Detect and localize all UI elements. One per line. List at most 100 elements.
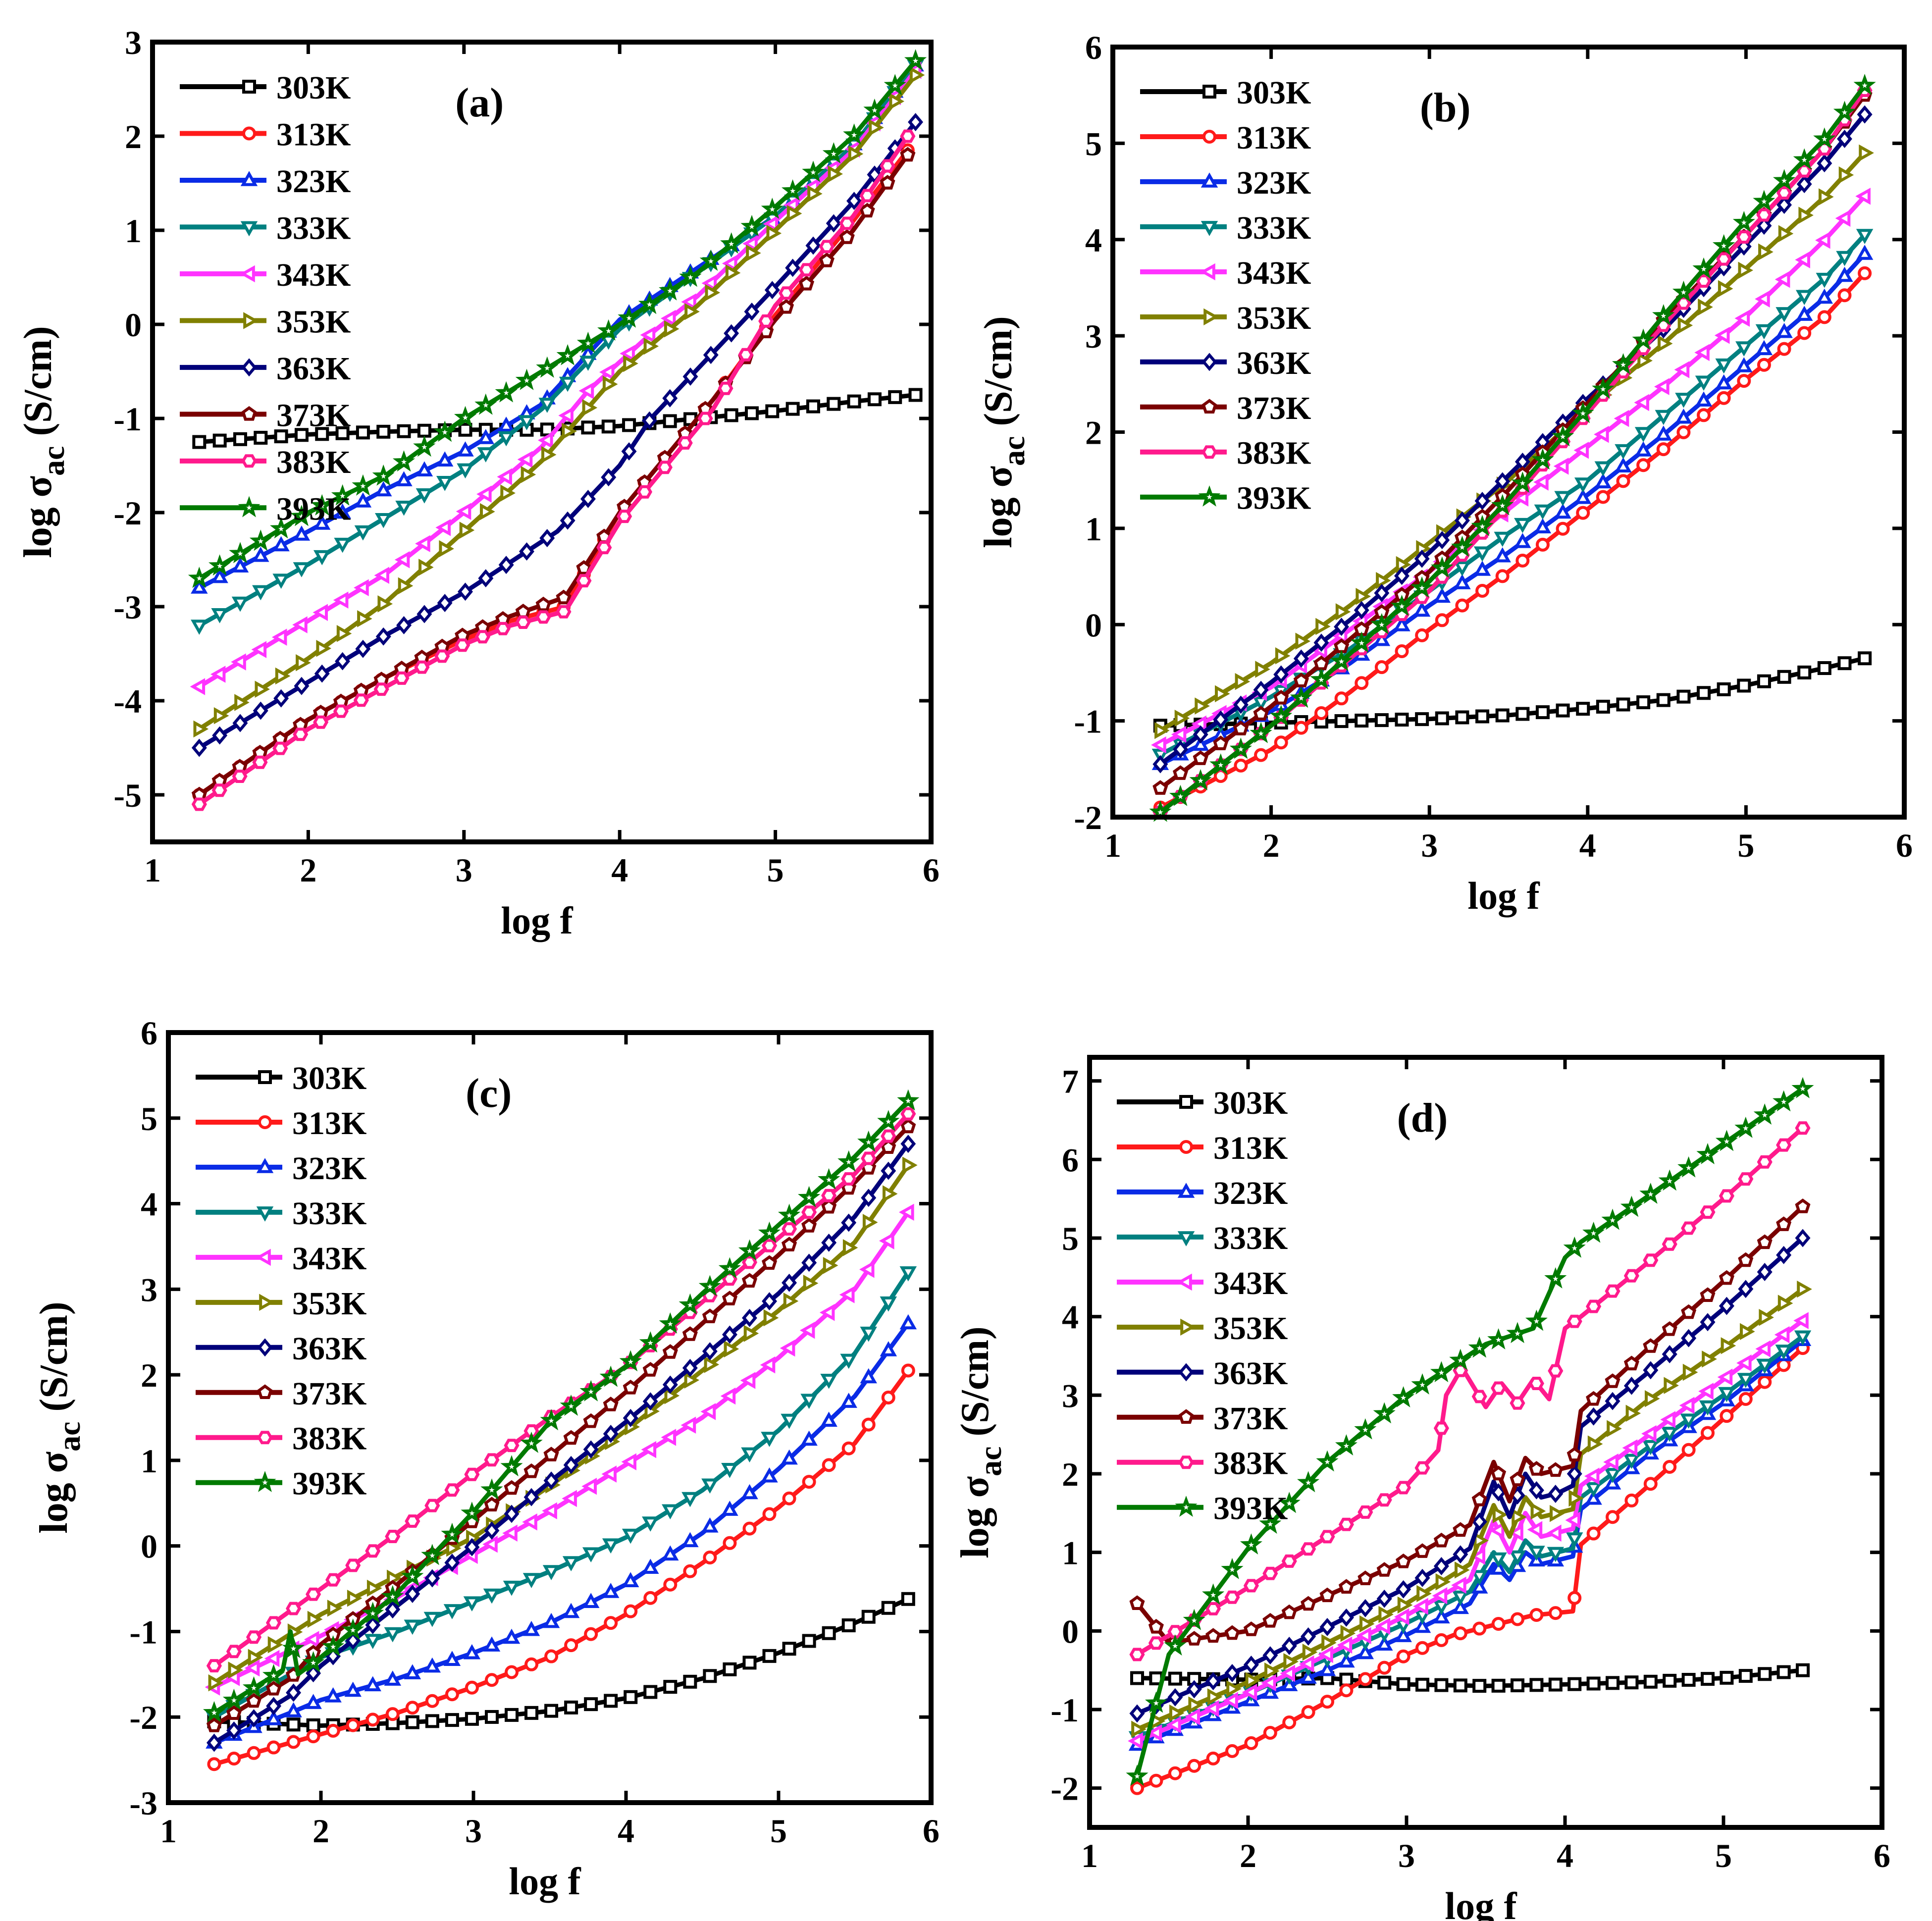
legend-entry-333K: 333K bbox=[1140, 210, 1311, 246]
data-point bbox=[1495, 569, 1510, 583]
data-point bbox=[880, 1341, 897, 1356]
data-point bbox=[902, 1156, 918, 1174]
data-point bbox=[267, 1636, 283, 1654]
data-point bbox=[621, 1453, 636, 1471]
data-point bbox=[246, 1709, 261, 1728]
data-point bbox=[1717, 682, 1731, 696]
data-point bbox=[503, 1580, 521, 1596]
data-point bbox=[820, 1374, 837, 1389]
data-point bbox=[1359, 1615, 1375, 1633]
data-point bbox=[497, 416, 515, 432]
data-point bbox=[293, 727, 309, 741]
x-tick-label: 4 bbox=[618, 1812, 634, 1850]
data-point bbox=[401, 1565, 424, 1587]
data-point bbox=[1261, 1674, 1276, 1692]
data-point bbox=[900, 1118, 916, 1134]
data-point bbox=[679, 265, 702, 287]
data-point bbox=[232, 770, 248, 783]
data-point bbox=[1556, 521, 1570, 536]
data-point bbox=[1554, 503, 1571, 519]
y-tick-label: -3 bbox=[113, 588, 142, 626]
data-point bbox=[624, 1690, 638, 1704]
data-point bbox=[325, 1573, 341, 1587]
data-point bbox=[1451, 535, 1473, 557]
legend-marker bbox=[241, 358, 257, 377]
data-point bbox=[742, 1656, 757, 1670]
data-point bbox=[306, 1729, 320, 1744]
data-point bbox=[1205, 1602, 1221, 1615]
data-point bbox=[909, 66, 925, 84]
data-point bbox=[738, 1239, 761, 1261]
data-point bbox=[1639, 1183, 1662, 1204]
data-point bbox=[1715, 374, 1732, 390]
data-point bbox=[1535, 705, 1550, 720]
data-point bbox=[1615, 444, 1632, 460]
y-tick-label: 3 bbox=[125, 24, 142, 61]
data-point bbox=[643, 337, 659, 355]
data-point bbox=[859, 189, 875, 203]
data-point bbox=[843, 123, 866, 145]
data-point bbox=[484, 1497, 500, 1511]
data-point bbox=[1533, 473, 1549, 491]
data-point bbox=[483, 1636, 501, 1652]
data-point bbox=[336, 625, 352, 642]
data-point bbox=[1696, 1143, 1719, 1165]
data-point bbox=[333, 704, 349, 718]
data-point bbox=[374, 513, 392, 528]
data-point bbox=[1321, 1634, 1337, 1652]
data-point bbox=[741, 1308, 757, 1327]
y-axis-label-subscript: ac bbox=[973, 1447, 1008, 1476]
data-point bbox=[1601, 1208, 1624, 1230]
data-point bbox=[334, 503, 351, 519]
data-point bbox=[703, 346, 719, 364]
data-point bbox=[536, 356, 559, 378]
data-point bbox=[1270, 705, 1293, 727]
data-point bbox=[801, 1218, 817, 1233]
data-point bbox=[1553, 458, 1569, 475]
data-point bbox=[662, 389, 678, 408]
data-point bbox=[1470, 1570, 1488, 1586]
data-point bbox=[1815, 231, 1830, 249]
data-point bbox=[1692, 257, 1715, 279]
data-point bbox=[1413, 601, 1431, 617]
data-point bbox=[1816, 288, 1833, 304]
data-point bbox=[1757, 674, 1771, 688]
data-point bbox=[1662, 1321, 1677, 1336]
data-point bbox=[1681, 1304, 1697, 1319]
data-point bbox=[1396, 1677, 1410, 1691]
data-point bbox=[293, 562, 311, 577]
data-point bbox=[1817, 310, 1831, 324]
data-point bbox=[366, 1713, 380, 1727]
data-point bbox=[394, 551, 410, 569]
data-point bbox=[1275, 647, 1291, 665]
data-point bbox=[464, 1467, 480, 1481]
data-point bbox=[1152, 780, 1168, 795]
data-point bbox=[700, 1403, 716, 1420]
data-point bbox=[1567, 1677, 1582, 1691]
data-point bbox=[1700, 1287, 1716, 1302]
data-point bbox=[821, 1189, 837, 1202]
y-tick-label: -3 bbox=[129, 1784, 157, 1822]
y-tick-label: 5 bbox=[1062, 1220, 1079, 1257]
data-point bbox=[1374, 713, 1389, 727]
data-point bbox=[424, 1499, 440, 1512]
data-point bbox=[1205, 1672, 1221, 1691]
legend-label: 373K bbox=[276, 397, 351, 433]
data-point bbox=[908, 388, 923, 402]
chart-panel-3: 1 2 3 4 5 6 -3 -2 -1 0 1 2 3 4 5 6 log f log σac (S/cm) (c… bbox=[32, 1014, 940, 1903]
data-point bbox=[1566, 1464, 1582, 1483]
data-point bbox=[1394, 567, 1410, 585]
data-point bbox=[540, 422, 554, 437]
data-point bbox=[1566, 1314, 1582, 1328]
legend-entry-373K: 373K bbox=[1140, 390, 1311, 426]
data-point bbox=[1759, 1308, 1774, 1326]
data-point bbox=[483, 1588, 501, 1604]
data-point bbox=[446, 1539, 462, 1557]
data-point bbox=[544, 1704, 559, 1718]
data-point bbox=[1795, 1121, 1811, 1135]
y-axis-label: log σac (S/cm) bbox=[16, 326, 71, 558]
data-point bbox=[766, 224, 782, 242]
legend-entry-383K: 383K bbox=[1140, 435, 1311, 471]
legend-label: 353K bbox=[1213, 1310, 1288, 1347]
data-point bbox=[722, 1325, 737, 1344]
